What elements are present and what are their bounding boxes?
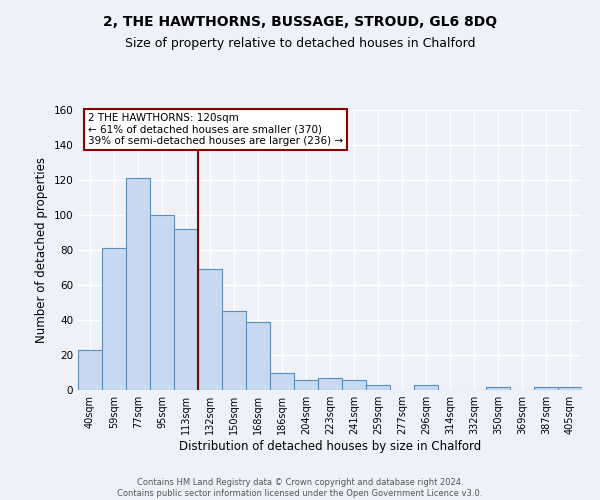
Bar bbox=[366, 385, 390, 390]
Bar bbox=[174, 229, 198, 390]
Bar bbox=[342, 380, 366, 390]
Bar bbox=[294, 380, 318, 390]
Bar bbox=[414, 385, 438, 390]
Text: 2 THE HAWTHORNS: 120sqm
← 61% of detached houses are smaller (370)
39% of semi-d: 2 THE HAWTHORNS: 120sqm ← 61% of detache… bbox=[88, 113, 343, 146]
X-axis label: Distribution of detached houses by size in Chalford: Distribution of detached houses by size … bbox=[179, 440, 481, 453]
Bar bbox=[246, 322, 270, 390]
Text: 2, THE HAWTHORNS, BUSSAGE, STROUD, GL6 8DQ: 2, THE HAWTHORNS, BUSSAGE, STROUD, GL6 8… bbox=[103, 15, 497, 29]
Bar bbox=[534, 386, 558, 390]
Text: Contains HM Land Registry data © Crown copyright and database right 2024.
Contai: Contains HM Land Registry data © Crown c… bbox=[118, 478, 482, 498]
Bar bbox=[126, 178, 150, 390]
Bar bbox=[198, 269, 222, 390]
Bar bbox=[270, 372, 294, 390]
Text: Size of property relative to detached houses in Chalford: Size of property relative to detached ho… bbox=[125, 38, 475, 51]
Bar bbox=[102, 248, 126, 390]
Bar bbox=[150, 215, 174, 390]
Bar bbox=[318, 378, 342, 390]
Bar bbox=[78, 350, 102, 390]
Bar bbox=[222, 311, 246, 390]
Y-axis label: Number of detached properties: Number of detached properties bbox=[35, 157, 48, 343]
Bar bbox=[486, 386, 510, 390]
Bar bbox=[558, 386, 582, 390]
